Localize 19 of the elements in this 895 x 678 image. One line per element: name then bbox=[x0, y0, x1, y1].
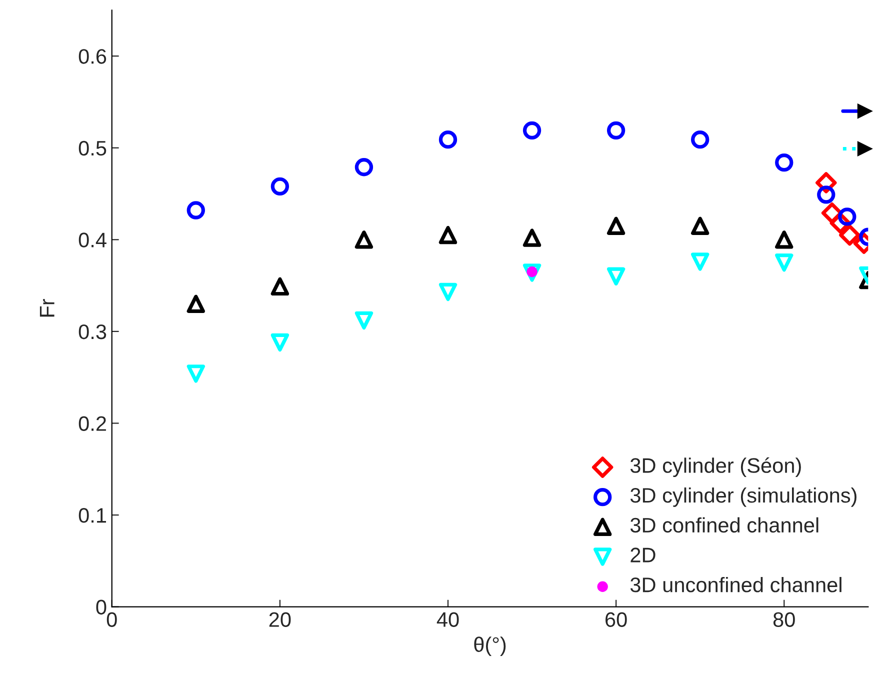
y-axis-title: Fr bbox=[40, 299, 54, 317]
y-tick-label: 0.6 bbox=[78, 49, 106, 64]
legend-label: 3D confined channel bbox=[630, 517, 818, 533]
legend-label: 3D unconfined channel bbox=[630, 576, 842, 592]
legend-label: 3D cylinder (simulations) bbox=[630, 487, 856, 507]
y-tick-label: 0.5 bbox=[78, 140, 106, 156]
x-tick-label: 20 bbox=[269, 612, 291, 627]
y-tick-label: 0.1 bbox=[78, 508, 106, 523]
y-tick-label: 0.4 bbox=[78, 232, 106, 248]
legend-label: 2D bbox=[630, 548, 656, 562]
x-tick-label: 80 bbox=[773, 612, 795, 627]
x-axis-title: θ(°) bbox=[474, 636, 506, 656]
y-tick-label: 0 bbox=[96, 600, 106, 615]
x-tick-label: 40 bbox=[436, 612, 459, 627]
x-tick-label: 0 bbox=[106, 612, 117, 627]
legend-label: 3D cylinder (Séon) bbox=[630, 457, 801, 478]
y-tick-label: 0.3 bbox=[78, 324, 106, 340]
y-tick-label: 0.2 bbox=[78, 416, 106, 431]
x-tick-label: 60 bbox=[606, 612, 627, 627]
